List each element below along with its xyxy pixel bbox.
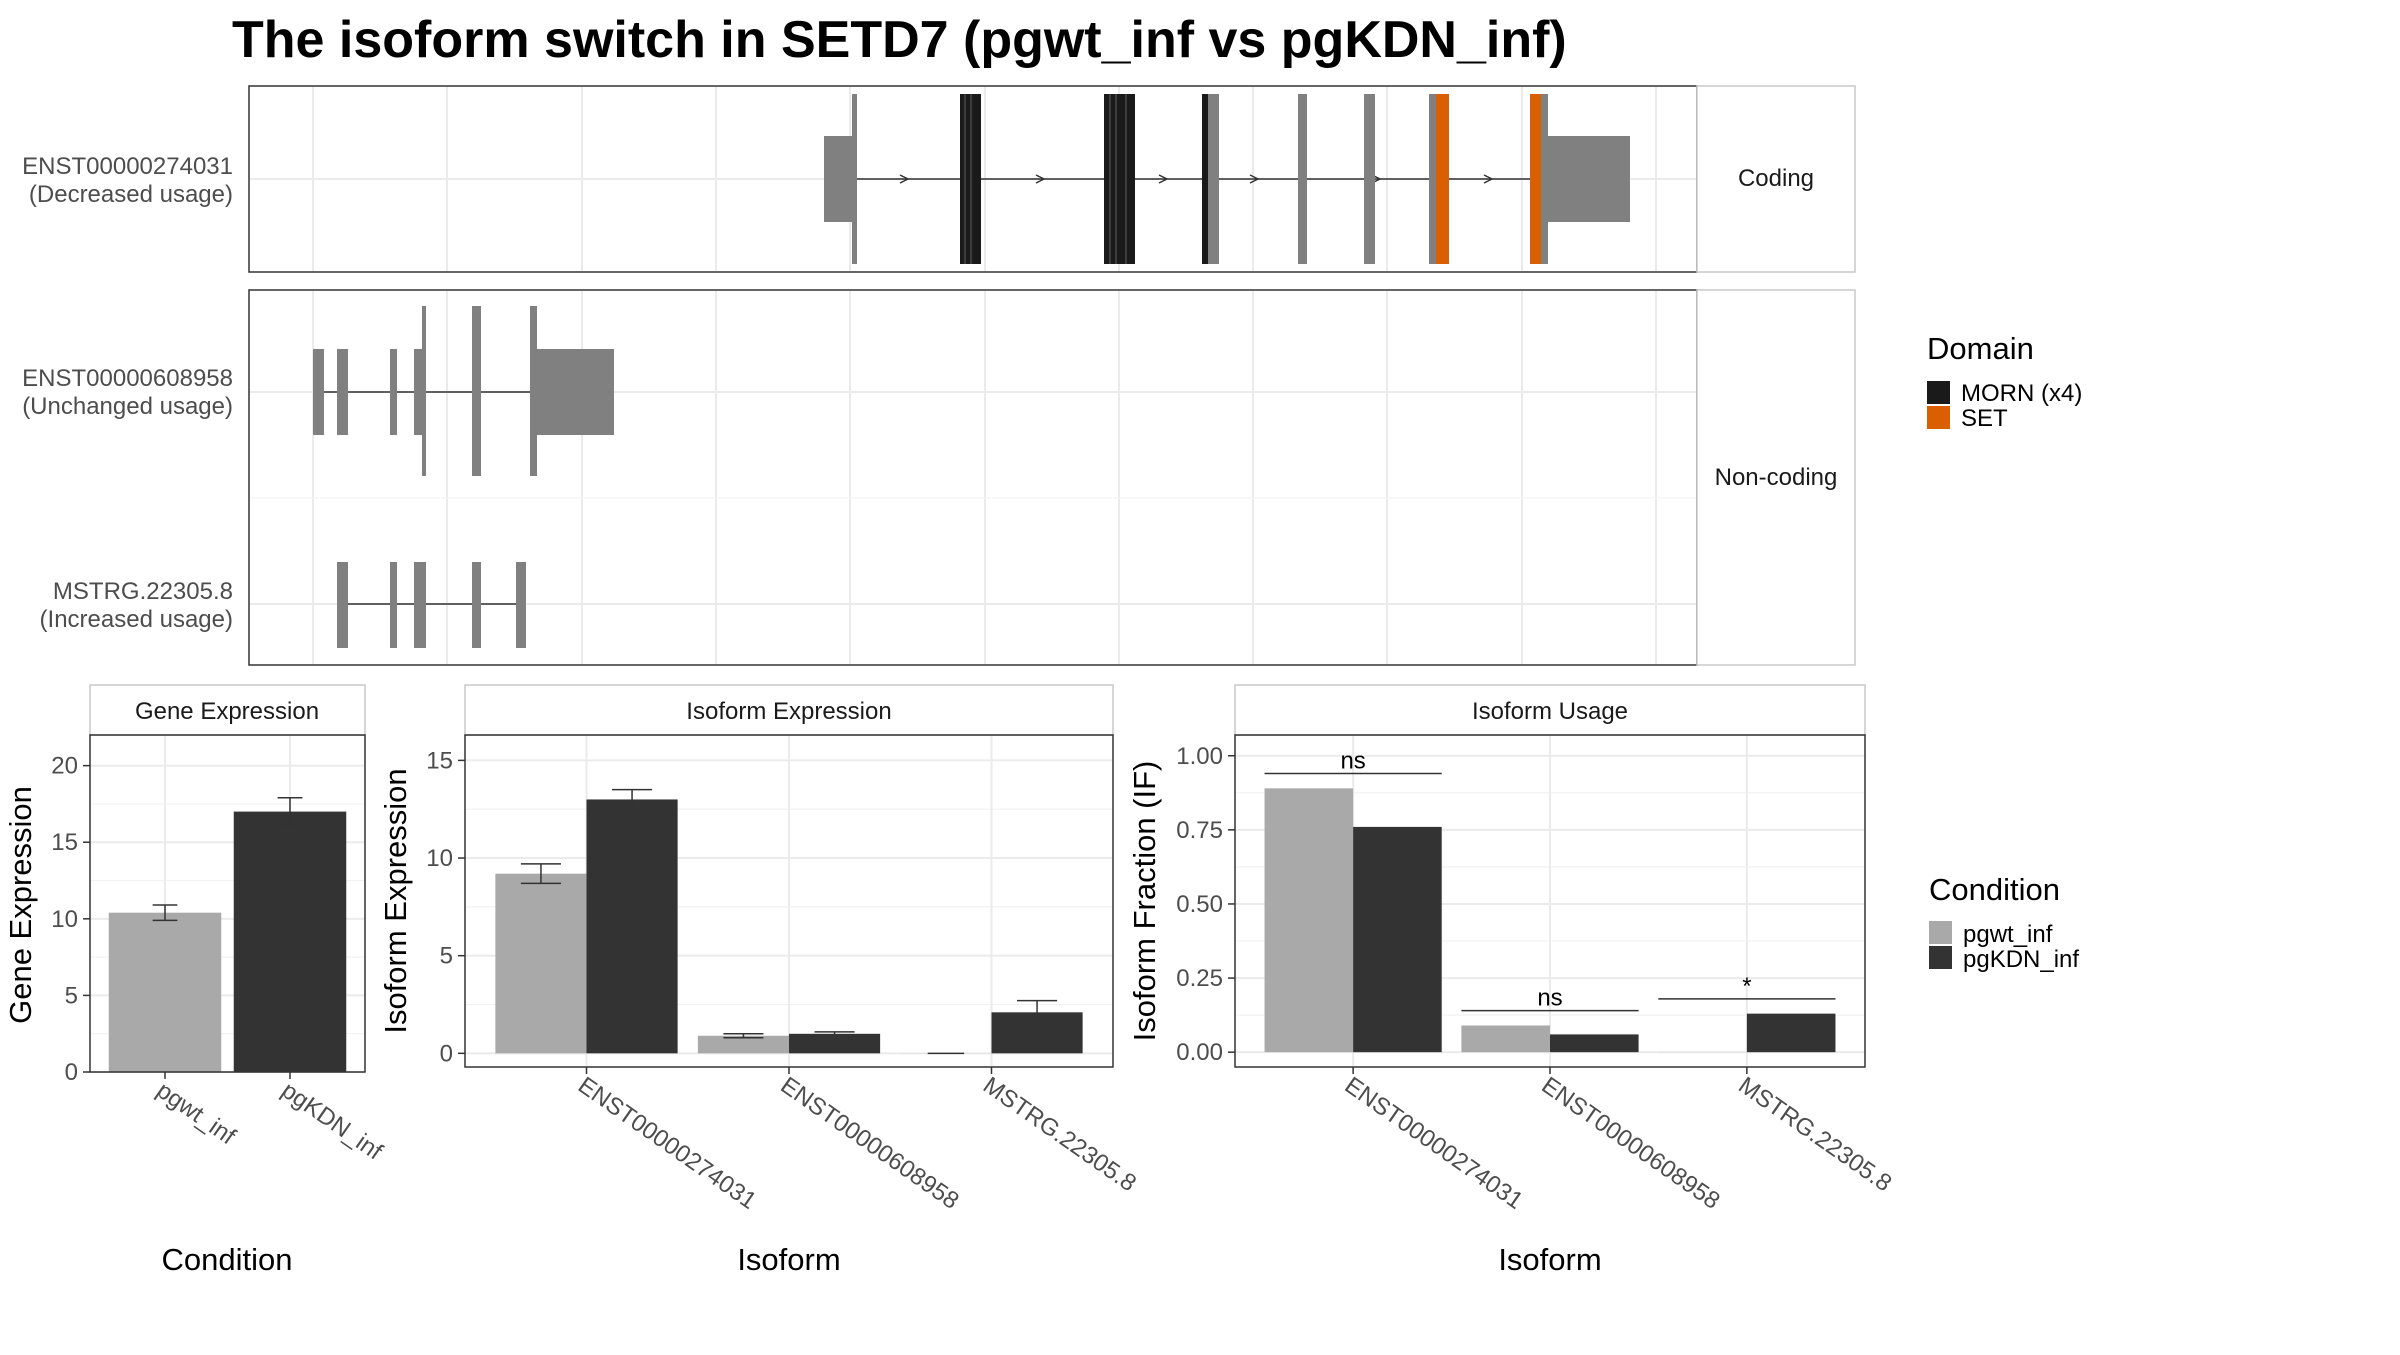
isoform-structure-panel: Coding Non-coding ENST00000274031 (Decre… — [22, 86, 1855, 665]
significance-label: ns — [1537, 985, 1562, 1012]
utr-exon — [1547, 136, 1630, 222]
cds-exon — [1208, 94, 1219, 264]
isoform-label-1: ENST00000274031 — [22, 153, 233, 180]
y-tick-label: 10 — [51, 906, 78, 933]
y-axis-label: Gene Expression — [3, 786, 38, 1024]
isoform-expression-chart: Isoform Expression 0 5 10 15 ENST00000274031… — [378, 685, 1141, 1277]
x-tick-label: ENST00000274031 — [1340, 1072, 1528, 1215]
exon — [390, 562, 397, 648]
x-axis-label: Isoform — [1498, 1242, 1601, 1277]
exon — [472, 562, 481, 648]
bar-pgKDN_inf — [234, 812, 347, 1072]
significance-label: ns — [1340, 748, 1365, 775]
legend-label-pgkdn: pgKDN_inf — [1963, 946, 2079, 973]
exon — [337, 349, 348, 435]
x-tick-label: ENST00000274031 — [573, 1072, 761, 1215]
figure-title: The isoform switch in SETD7 (pgwt_inf vs… — [232, 11, 1567, 69]
legend-key-morn — [1927, 381, 1950, 404]
condition-legend: Condition pgwt_inf pgKDN_inf — [1929, 872, 2079, 973]
isoform-usage-3: (Increased usage) — [40, 606, 233, 633]
y-tick-label: 5 — [65, 982, 78, 1009]
x-tick-label: ENST00000608958 — [1537, 1072, 1725, 1215]
set-domain-exon — [1436, 94, 1449, 264]
morn-domain-exon — [1202, 94, 1209, 264]
y-axis-label: Isoform Fraction (IF) — [1127, 761, 1162, 1042]
bar-pgwt_inf — [1461, 1026, 1550, 1053]
y-tick-label: 0.00 — [1176, 1039, 1223, 1066]
bar-pgKDN_inf — [1353, 827, 1442, 1052]
morn-domain-exon — [1104, 94, 1135, 264]
cds-exon — [852, 94, 857, 264]
legend-key-set — [1927, 406, 1950, 429]
x-tick-label: MSTRG.22305.8 — [1733, 1072, 1896, 1197]
y-tick-label: 15 — [51, 829, 78, 856]
panel-title: Gene Expression — [135, 698, 319, 725]
y-tick-label: 0.50 — [1176, 891, 1223, 918]
domain-legend-title: Domain — [1927, 331, 2034, 366]
x-tick-label: MSTRG.22305.8 — [978, 1072, 1141, 1197]
y-tick-label: 5 — [440, 943, 453, 970]
y-tick-label: 0 — [440, 1040, 453, 1067]
x-axis-label: Condition — [162, 1242, 293, 1277]
set-domain-exon — [1530, 94, 1541, 264]
isoform-usage-2: (Unchanged usage) — [22, 393, 233, 420]
exon — [337, 562, 348, 648]
strip-label-noncoding: Non-coding — [1715, 464, 1838, 491]
bars — [109, 798, 347, 1072]
x-axis-label: Isoform — [737, 1242, 840, 1277]
isoform-usage-chart: Isoform Usage ns ns * 0.00 0.25 0.50 0.75 1.00… — [1127, 685, 1896, 1277]
isoform-usage-1: (Decreased usage) — [29, 181, 233, 208]
bar-pgwt_inf — [1265, 788, 1354, 1052]
bar-pgKDN_inf — [1550, 1034, 1639, 1052]
y-tick-label: 0.75 — [1176, 817, 1223, 844]
y-tick-label: 10 — [426, 845, 453, 872]
legend-label-pgwt: pgwt_inf — [1963, 921, 2053, 948]
cds-exon — [1541, 94, 1548, 264]
domain-legend: Domain MORN (x4) SET — [1927, 331, 2082, 432]
cds-exon — [1364, 94, 1375, 264]
isoform-label-2: ENST00000608958 — [22, 365, 233, 392]
exon — [516, 562, 526, 648]
bar-pgwt_inf — [495, 874, 586, 1054]
exon — [422, 306, 426, 476]
exon — [414, 349, 423, 435]
cds-exon — [1298, 94, 1307, 264]
significance-label: * — [1742, 973, 1751, 1000]
legend-label-morn: MORN (x4) — [1961, 380, 2082, 407]
bar-pgKDN_inf — [789, 1034, 880, 1054]
y-axis-label: Isoform Expression — [378, 768, 413, 1033]
y-tick-label: 15 — [426, 747, 453, 774]
exon — [313, 349, 324, 435]
condition-legend-title: Condition — [1929, 872, 2060, 907]
y-tick-label: 0 — [65, 1059, 78, 1086]
y-tick-label: 0.25 — [1176, 965, 1223, 992]
x-tick-label: ENST00000608958 — [776, 1072, 964, 1215]
legend-key-pgwt — [1929, 921, 1952, 944]
bar-pgwt_inf — [109, 913, 222, 1072]
gene-expression-chart: Gene Expression 0 5 10 15 20 pgwt_inf pgKDN_in… — [3, 685, 387, 1277]
panel-title: Isoform Expression — [686, 698, 891, 725]
bar-pgKDN_inf — [1747, 1014, 1836, 1053]
legend-key-pgkdn — [1929, 946, 1952, 969]
legend-label-set: SET — [1961, 405, 2008, 432]
exon — [390, 349, 397, 435]
cds-exon — [1429, 94, 1436, 264]
noncoding-panel-bg — [249, 290, 1697, 665]
strip-label-coding: Coding — [1738, 165, 1814, 192]
exon — [472, 306, 481, 476]
x-tick-label: pgKDN_inf — [277, 1077, 388, 1166]
x-tick-label: pgwt_inf — [152, 1077, 241, 1151]
panel-title: Isoform Usage — [1472, 698, 1628, 725]
utr-exon — [824, 136, 854, 222]
exon — [535, 349, 614, 435]
isoform-label-3: MSTRG.22305.8 — [53, 578, 233, 605]
y-tick-label: 20 — [51, 753, 78, 780]
bar-pgKDN_inf — [587, 799, 678, 1053]
exon — [414, 562, 426, 648]
y-tick-label: 1.00 — [1176, 743, 1223, 770]
